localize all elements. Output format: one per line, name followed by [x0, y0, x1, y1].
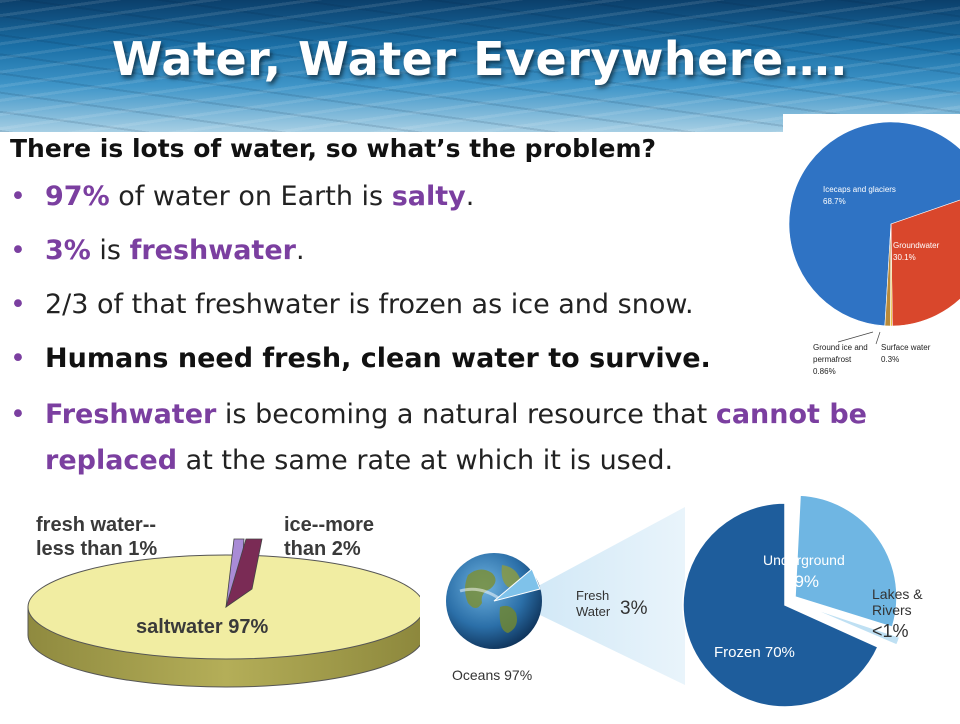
highlight-cannot-be-replaced: cannot be replaced — [45, 399, 867, 476]
label-fresh-water-line1: fresh water-- — [36, 514, 156, 536]
label-frozen: Frozen 70% — [714, 644, 795, 661]
bullet-text: 97% of water on Earth is salty. — [45, 174, 474, 220]
label-oceans: Oceans 97% — [452, 667, 532, 683]
pie2-ice-slice — [225, 538, 263, 608]
bullet-text-part: is becoming a natural resource that — [216, 399, 716, 430]
bullet-text-part: is — [90, 235, 130, 266]
label-ground-ice: Ground ice and — [813, 343, 868, 352]
label-lakes-line2: Rivers — [872, 602, 912, 618]
label-icecaps: Icecaps and glaciers — [823, 185, 896, 194]
earth-fresh-water-wedge — [493, 568, 541, 602]
value-groundwater: 30.1% — [893, 253, 916, 262]
highlight-salty: salty — [391, 181, 466, 212]
label-lakes-line1: Lakes & — [872, 586, 923, 602]
bullet-dot: • — [10, 181, 26, 212]
bullet-text: 3% is freshwater. — [45, 228, 305, 274]
label-ice-line2: than 2% — [284, 538, 361, 560]
label-underground: Underground — [763, 552, 845, 568]
label-permafrost: permafrost — [813, 355, 852, 364]
pie3-slice-underground — [794, 494, 898, 629]
label-fresh-water-line2: less than 1% — [36, 538, 157, 560]
highlight-freshwater: freshwater — [129, 235, 296, 266]
highlight-3-percent: 3% — [45, 235, 91, 266]
pie3-svg: Oceans 97% Fresh Water 3% Underground 29… — [446, 494, 923, 708]
bullet-dot: • — [10, 343, 26, 374]
bullet-text: Humans need fresh, clean water to surviv… — [45, 343, 711, 374]
value-ground-ice: 0.86% — [813, 367, 836, 376]
bullet-text-part: at the same rate at which it is used. — [177, 445, 674, 476]
pie1-svg: Icecaps and glaciers 68.7% Groundwater 3… — [788, 121, 960, 376]
slide-subtitle: There is lots of water, so what’s the pr… — [10, 134, 657, 163]
label-fresh-line2: Water — [576, 604, 611, 619]
pie1-slice-icecaps-and-glaciers — [788, 121, 960, 327]
bullet-text-part: . — [295, 235, 305, 266]
label-surface-water: Surface water — [881, 343, 931, 352]
bullet-text: Freshwater is becoming a natural resourc… — [45, 392, 945, 484]
pie2-svg: fresh water-- less than 1% ice--more tha… — [27, 514, 425, 688]
label-fresh-value: 3% — [620, 598, 648, 619]
pie1-slice-groundwater — [890, 199, 960, 327]
slide-title: Water, Water Everywhere…. — [111, 32, 849, 86]
freshwater-distribution-pie: Icecaps and glaciers 68.7% Groundwater 3… — [783, 114, 960, 394]
bullet-dot: • — [10, 235, 26, 266]
pie3-slice-frozen — [682, 502, 879, 708]
value-icecaps: 68.7% — [823, 197, 846, 206]
value-surface-water: 0.3% — [881, 355, 899, 364]
bullet-text-part: of water on Earth is — [109, 181, 392, 212]
value-lakes: <1% — [872, 621, 909, 641]
bullet-dot: • — [10, 399, 26, 430]
label-saltwater: saltwater 97% — [136, 616, 269, 638]
pie1-slice-ground-ice-and-permafrost — [884, 223, 892, 327]
bullet-dot: • — [10, 289, 26, 320]
label-ice-line1: ice--more — [284, 514, 374, 536]
earth-water-diagram: Oceans 97% Fresh Water 3% Underground 29… — [430, 494, 960, 720]
value-underground: 29% — [785, 572, 819, 591]
saltwater-freshwater-pie: fresh water-- less than 1% ice--more tha… — [0, 495, 425, 720]
pie2-saltwater-slice — [27, 554, 425, 660]
label-groundwater: Groundwater — [893, 241, 940, 250]
highlight-97-percent: 97% — [45, 181, 110, 212]
highlight-freshwater: Freshwater — [45, 399, 217, 430]
header-banner: Water, Water Everywhere…. — [0, 0, 960, 132]
pie3-slice-lakes-rivers — [802, 604, 901, 647]
bullet-text-part: . — [465, 181, 475, 212]
label-fresh-line1: Fresh — [576, 588, 609, 603]
bullet-text: 2/3 of that freshwater is frozen as ice … — [45, 289, 694, 320]
